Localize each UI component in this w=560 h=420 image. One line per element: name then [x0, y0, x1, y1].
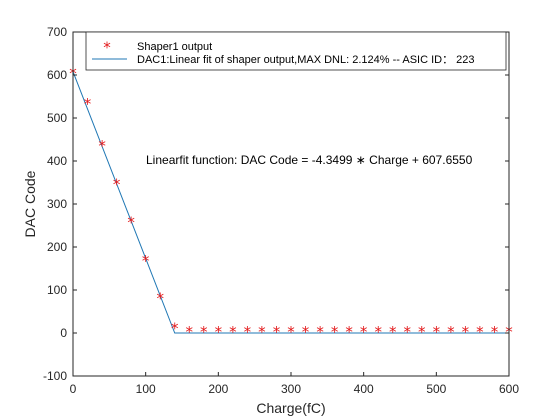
- data-point: *: [287, 323, 295, 341]
- y-axis-ticks: -100 0 100 200 300 400 500 600 700: [43, 25, 509, 383]
- data-point: *: [244, 323, 252, 341]
- fit-line: [72, 71, 509, 334]
- y-tick-label: 400: [47, 154, 67, 168]
- y-tick-label: 600: [47, 68, 67, 82]
- data-point: *: [215, 323, 223, 341]
- x-tick-label: 0: [70, 382, 77, 396]
- fit-function-annotation: Linearfit function: DAC Code = -4.3499 ∗…: [146, 153, 473, 167]
- legend-label-shaper: Shaper1 output: [137, 41, 212, 53]
- data-point: *: [171, 320, 179, 338]
- y-tick-label: -100: [43, 369, 67, 383]
- data-point: *: [389, 323, 397, 341]
- y-tick-label: 700: [47, 25, 67, 39]
- data-point: *: [360, 323, 368, 341]
- y-tick-label: 0: [60, 326, 67, 340]
- data-point: *: [200, 323, 208, 341]
- y-axis-label: DAC Code: [22, 170, 38, 237]
- data-point: *: [98, 137, 106, 155]
- data-point: *: [186, 323, 194, 341]
- data-markers-layer: ******** * * * * * * * * * * * * * * * * * * * * * * *: [69, 65, 513, 341]
- legend: * Shaper1 output DAC1:Linear fit of shap…: [85, 31, 507, 71]
- legend-box: [85, 31, 507, 71]
- y-tick-label: 500: [47, 111, 67, 125]
- data-point: *: [127, 213, 135, 231]
- data-point: *: [156, 290, 164, 308]
- x-tick-label: 300: [281, 382, 301, 396]
- x-axis-label: Charge(fC): [256, 400, 325, 416]
- data-point: *: [462, 323, 470, 341]
- y-tick-label: 200: [47, 240, 67, 254]
- data-point: *: [331, 323, 339, 341]
- data-point: *: [84, 95, 92, 113]
- x-tick-label: 400: [354, 382, 374, 396]
- data-point: *: [229, 323, 237, 341]
- data-point: *: [491, 323, 499, 341]
- data-point: *: [345, 323, 353, 341]
- data-point: *: [404, 323, 412, 341]
- legend-label-fit: DAC1:Linear fit of shaper output,MAX DNL…: [137, 54, 475, 66]
- legend-marker-shaper: *: [103, 39, 111, 57]
- y-tick-label: 100: [47, 283, 67, 297]
- data-point: *: [273, 323, 281, 341]
- data-point: *: [302, 323, 310, 341]
- x-tick-label: 100: [136, 382, 156, 396]
- data-point: *: [142, 252, 150, 270]
- x-tick-label: 500: [426, 382, 446, 396]
- data-point: *: [418, 323, 426, 341]
- data-point: *: [316, 323, 324, 341]
- y-tick-label: 300: [47, 197, 67, 211]
- data-point: *: [433, 323, 441, 341]
- x-tick-label: 600: [499, 382, 519, 396]
- data-point: *: [447, 323, 455, 341]
- data-point: *: [374, 323, 382, 341]
- x-tick-label: 200: [208, 382, 228, 396]
- data-point: *: [258, 323, 266, 341]
- data-point: *: [476, 323, 484, 341]
- data-point: *: [113, 176, 121, 194]
- plot-area: [73, 32, 509, 376]
- fit-line-layer: [72, 71, 509, 334]
